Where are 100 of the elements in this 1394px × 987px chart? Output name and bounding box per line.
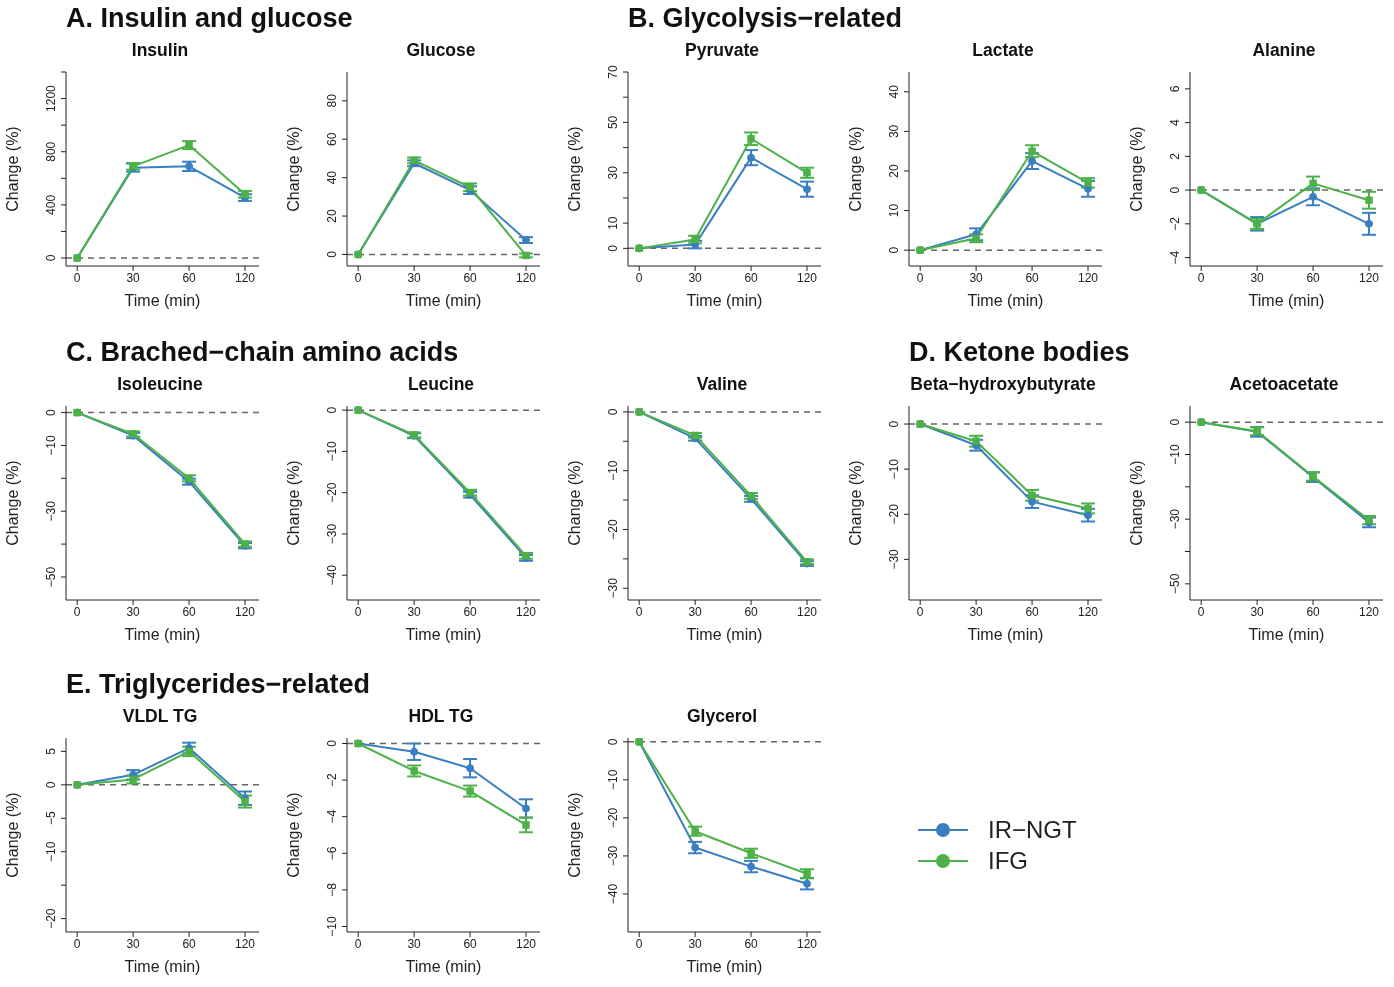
y-tick-label: −6 (325, 846, 339, 861)
x-tick-label: 0 (635, 270, 643, 285)
y-tick-label: 0 (887, 420, 901, 428)
y-axis-title: Change (%) (1127, 460, 1145, 546)
x-tick-label: 30 (407, 936, 422, 951)
y-tick-label: 800 (44, 141, 58, 162)
y-tick-label: 2 (1168, 152, 1182, 160)
x-tick-label: 60 (1025, 604, 1040, 619)
legend-label: IFG (988, 846, 1028, 875)
y-tick-label: −10 (44, 841, 58, 862)
text: C. Brached−chain amino acids (66, 337, 459, 368)
x-tick-label: 0 (73, 270, 81, 285)
text: D. Ketone bodies (909, 337, 1130, 368)
x-axis-title: Time (min) (124, 626, 201, 643)
chart-title: Insulin (130, 40, 190, 61)
x-tick-label: 30 (1250, 604, 1265, 619)
text: E. Triglycerides−related (66, 669, 370, 700)
y-tick-label: −20 (606, 807, 620, 829)
y-axis-title: Change (%) (3, 126, 21, 212)
y-tick-label: −8 (325, 882, 339, 897)
y-tick-label: −30 (887, 548, 901, 570)
y-tick-label: −20 (887, 503, 901, 525)
x-tick-label: 60 (744, 936, 759, 951)
y-tick-label: 0 (1168, 418, 1182, 426)
x-tick-label: 0 (354, 604, 362, 619)
y-tick-label: 0 (325, 406, 339, 414)
x-tick-label: 60 (744, 270, 759, 285)
x-tick-label: 30 (969, 270, 984, 285)
y-axis-title: Change (%) (1127, 126, 1145, 212)
x-tick-label: 0 (354, 270, 362, 285)
x-axis-title: Time (min) (967, 626, 1044, 643)
x-tick-label: 60 (463, 270, 478, 285)
chart-title: HDL TG (407, 706, 475, 727)
x-tick-label: 60 (1306, 270, 1321, 285)
chart-title: Valine (695, 374, 749, 395)
y-tick-label: 4 (1168, 118, 1182, 126)
y-tick-label: 0 (44, 254, 58, 262)
x-tick-label: 0 (354, 936, 362, 951)
x-tick-label: 0 (1197, 270, 1205, 285)
y-tick-label: 70 (606, 65, 620, 79)
x-tick-label: 120 (1359, 604, 1380, 619)
x-tick-label: 30 (688, 936, 703, 951)
y-tick-label: 0 (44, 408, 58, 416)
x-tick-label: 30 (969, 604, 984, 619)
x-tick-label: 60 (1306, 604, 1321, 619)
x-tick-label: 0 (1197, 604, 1205, 619)
y-tick-label: 0 (325, 250, 339, 258)
x-tick-label: 120 (797, 270, 818, 285)
x-tick-label: 120 (235, 936, 256, 951)
x-tick-label: 60 (182, 270, 197, 285)
x-axis-title: Time (min) (405, 958, 482, 975)
chart-title: Leucine (406, 374, 476, 395)
y-tick-label: 0 (887, 246, 901, 254)
y-tick-label: −40 (606, 883, 620, 905)
x-tick-label: 30 (1250, 270, 1265, 285)
x-axis-title: Time (min) (967, 292, 1044, 309)
chart-title: Lactate (971, 40, 1035, 61)
y-tick-label: 0 (44, 781, 58, 789)
y-tick-label: −2 (1168, 216, 1182, 231)
y-tick-label: −10 (325, 916, 339, 937)
y-axis-title: Change (%) (3, 792, 21, 878)
x-tick-label: 30 (126, 270, 141, 285)
x-axis-title: Time (min) (1248, 626, 1325, 643)
y-tick-label: 50 (606, 115, 620, 130)
chart-title: Pyruvate (684, 40, 760, 61)
x-tick-label: 120 (1078, 604, 1099, 619)
x-axis-title: Time (min) (686, 626, 763, 643)
y-tick-label: −50 (44, 566, 58, 588)
x-axis-title: Time (min) (686, 292, 763, 309)
y-axis-title: Change (%) (3, 460, 21, 546)
x-tick-label: 0 (73, 936, 81, 951)
y-tick-label: 5 (44, 747, 58, 755)
y-tick-label: −30 (1168, 508, 1182, 530)
y-tick-label: −10 (887, 458, 901, 480)
x-tick-label: 120 (1078, 270, 1099, 285)
x-tick-label: 30 (126, 604, 141, 619)
x-tick-label: 30 (688, 270, 703, 285)
x-tick-label: 60 (463, 936, 478, 951)
y-tick-label: 30 (606, 165, 620, 180)
y-tick-label: 60 (325, 132, 339, 146)
x-tick-label: 30 (688, 604, 703, 619)
x-tick-label: 60 (182, 936, 197, 951)
y-tick-label: −30 (606, 577, 620, 599)
y-tick-label: −30 (606, 845, 620, 867)
y-tick-label: 20 (325, 209, 339, 223)
chart-title: Glucose (405, 40, 477, 61)
x-tick-label: 120 (516, 936, 537, 951)
x-tick-label: 120 (235, 270, 256, 285)
y-tick-label: −30 (44, 500, 58, 522)
x-tick-label: 60 (463, 604, 478, 619)
y-axis-title: Change (%) (846, 126, 864, 212)
y-tick-label: −20 (606, 518, 620, 540)
chart-title: Beta−hydroxybutyrate (909, 374, 1097, 395)
x-axis-title: Time (min) (405, 292, 482, 309)
y-axis-title: Change (%) (565, 126, 583, 212)
chart-title: Glycerol (685, 706, 758, 727)
y-tick-label: 400 (44, 194, 58, 215)
x-tick-label: 30 (126, 936, 141, 951)
y-tick-label: −4 (1168, 250, 1182, 265)
x-axis-title: Time (min) (405, 626, 482, 643)
